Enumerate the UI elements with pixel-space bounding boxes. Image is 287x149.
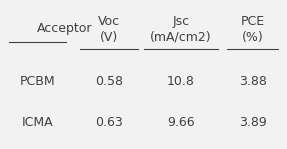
Text: ICMA: ICMA — [22, 116, 53, 129]
Text: Jsc
(mA/cm2): Jsc (mA/cm2) — [150, 15, 212, 44]
Text: PCBM: PCBM — [20, 75, 55, 89]
Text: 0.58: 0.58 — [95, 75, 123, 89]
Text: Acceptor: Acceptor — [37, 22, 93, 35]
Text: 0.63: 0.63 — [95, 116, 123, 129]
Text: Voc
(V): Voc (V) — [98, 15, 120, 44]
Text: 3.89: 3.89 — [239, 116, 266, 129]
Text: PCE
(%): PCE (%) — [241, 15, 265, 44]
Text: 9.66: 9.66 — [167, 116, 195, 129]
Text: 3.88: 3.88 — [238, 75, 267, 89]
Text: 10.8: 10.8 — [167, 75, 195, 89]
